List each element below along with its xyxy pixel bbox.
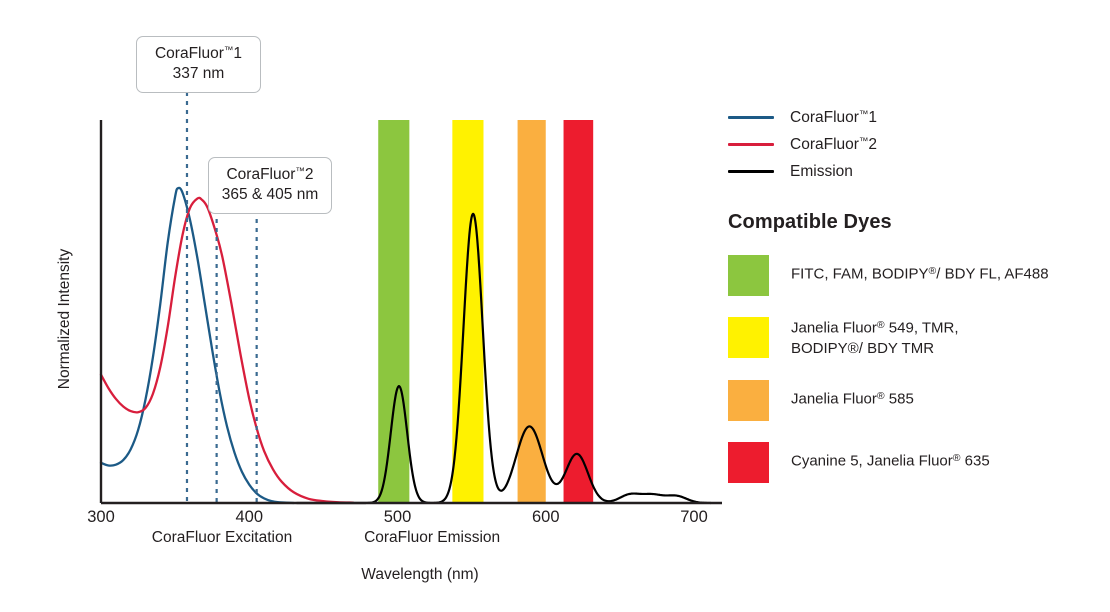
- legend-label-corafluor-1: CoraFluor™1: [790, 108, 878, 126]
- emission-band: [378, 120, 410, 503]
- legend-line-swatch-corafluor-1: [728, 116, 774, 119]
- spectra-plot: [99, 92, 722, 505]
- x-axis-sublabel-emission: CoraFluor Emission: [364, 529, 501, 546]
- dye-row: FITC, FAM, BODIPY®/ BDY FL, AF488: [728, 255, 1110, 296]
- dye-row: Janelia Fluor® 549, TMR, BODIPY®/ BDY TMR: [728, 317, 1110, 359]
- legend-line-swatch-corafluor-2: [728, 143, 774, 146]
- x-tick-label: 300: [87, 508, 115, 526]
- trademark-symbol: ™: [223, 45, 234, 57]
- chart-area: [99, 92, 722, 505]
- curve-corafluor-2: [99, 196, 355, 504]
- dye-label: Cyanine 5, Janelia Fluor® 635: [791, 452, 990, 470]
- dye-label: Janelia Fluor® 585: [791, 390, 914, 408]
- callout-cf1-line2: 337 nm: [172, 64, 225, 82]
- callout-cf2-line2: 365 & 405 nm: [221, 185, 319, 203]
- dye-label: FITC, FAM, BODIPY®/ BDY FL, AF488: [791, 265, 1049, 283]
- x-axis-sublabel-excitation: CoraFluor Excitation: [151, 529, 293, 546]
- dye-row: Janelia Fluor® 585: [728, 380, 1110, 422]
- x-axis-label: Wavelength (nm): [361, 566, 479, 583]
- legend-item-emission: Emission: [728, 158, 1110, 185]
- legend-panel: CoraFluor™1 CoraFluor™2 Emission Compati…: [728, 104, 1110, 484]
- dye-color-swatch: [728, 380, 769, 422]
- callout-corafluor-2: CoraFluor™2 365 & 405 nm: [208, 157, 332, 214]
- curve-emission: [295, 212, 712, 505]
- callout-cf1-line1: CoraFluor™1: [154, 45, 243, 62]
- emission-band: [452, 120, 484, 503]
- registered-symbol: ®: [928, 265, 937, 277]
- legend-item-corafluor-1: CoraFluor™1: [728, 104, 1110, 131]
- x-tick-label: 600: [531, 508, 560, 526]
- emission-band: [563, 120, 594, 503]
- registered-symbol: ®: [952, 452, 961, 465]
- callout-cf2-line1: CoraFluor™2: [226, 166, 314, 183]
- y-axis-label: Normalized Intensity: [56, 248, 73, 390]
- dye-color-swatch: [728, 442, 769, 484]
- compatible-dyes-title: Compatible Dyes: [728, 211, 892, 233]
- dye-color-swatch: [728, 317, 769, 358]
- curve-corafluor-1: [99, 186, 295, 505]
- dye-row: Cyanine 5, Janelia Fluor® 635: [728, 442, 1110, 484]
- dye-color-swatch: [728, 255, 769, 296]
- emission-band: [517, 120, 546, 503]
- trademark-symbol: ™: [295, 166, 305, 178]
- x-tick-label: 500: [383, 508, 412, 526]
- legend-line-swatch-emission: [728, 169, 774, 174]
- trademark-symbol: ™: [858, 135, 869, 147]
- registered-symbol: ®: [876, 319, 885, 331]
- callout-corafluor-1: CoraFluor™1 337 nm: [136, 36, 261, 93]
- compatible-dyes-list: FITC, FAM, BODIPY®/ BDY FL, AF488 Janelia…: [728, 255, 1110, 484]
- legend-label-corafluor-2: CoraFluor™2: [790, 135, 878, 153]
- legend-item-corafluor-2: CoraFluor™2: [728, 131, 1110, 158]
- legend-label-emission: Emission: [790, 162, 853, 180]
- x-tick-label: 700: [680, 508, 708, 526]
- trademark-symbol: ™: [858, 108, 869, 120]
- dye-label: Janelia Fluor® 549, TMR, BODIPY®/ BDY TMR: [791, 319, 959, 357]
- registered-symbol: ®: [876, 390, 885, 403]
- x-tick-label: 400: [235, 508, 264, 526]
